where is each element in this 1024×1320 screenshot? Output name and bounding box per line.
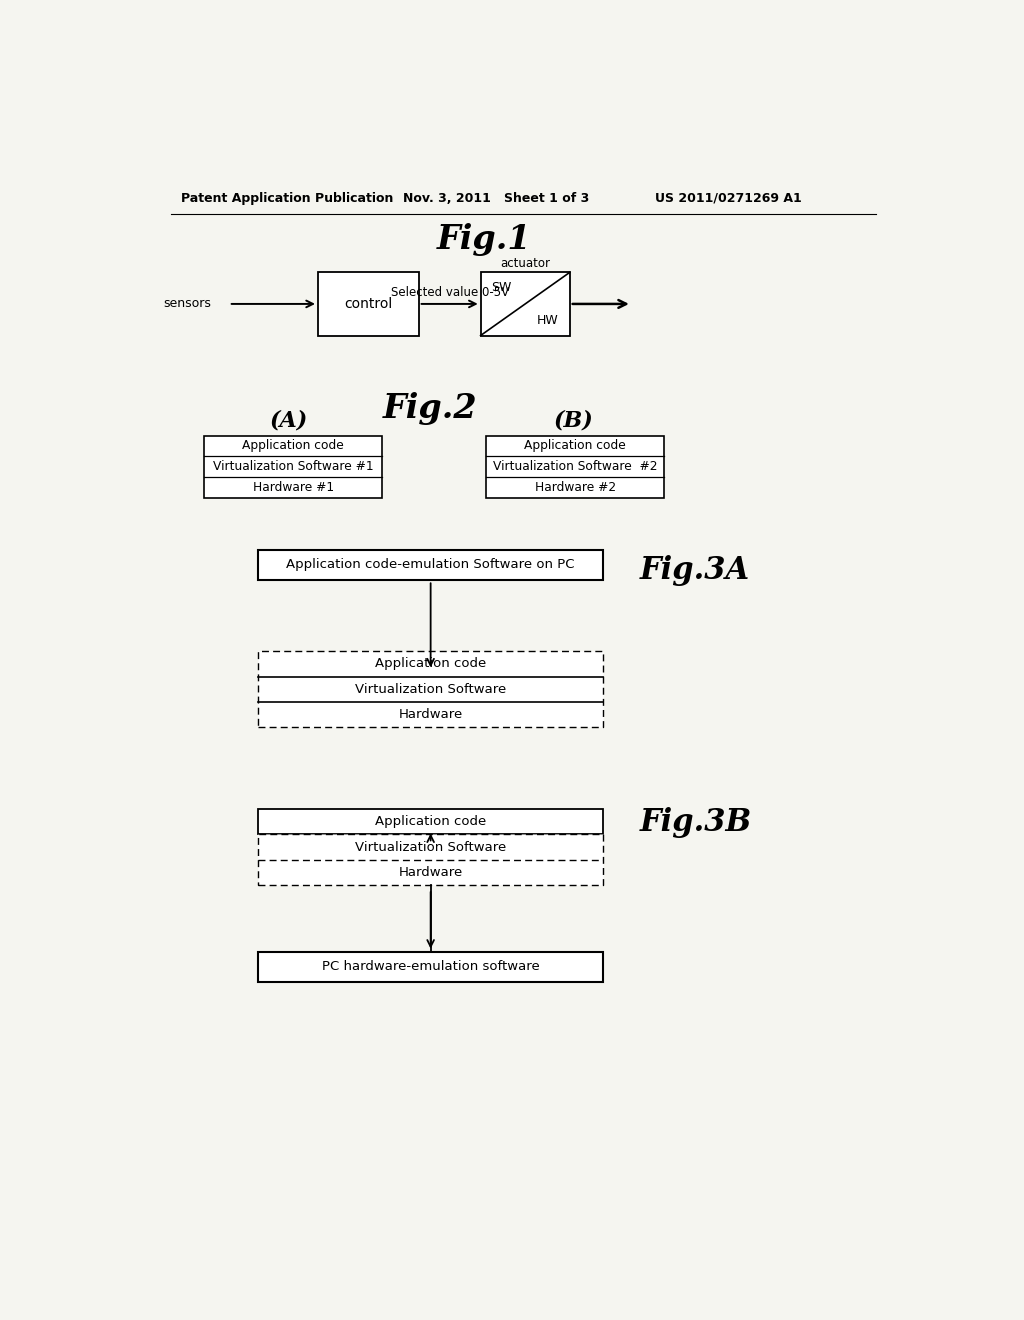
Text: Application code: Application code [375,657,486,671]
Bar [480,272,569,335]
Text: Fig.3B: Fig.3B [640,807,752,838]
Bar [317,272,419,335]
Text: Virtualization Software #1: Virtualization Software #1 [213,461,374,474]
Bar [258,809,603,834]
Text: Fig.3A: Fig.3A [640,554,750,586]
Text: HW: HW [538,314,559,326]
Text: Application code: Application code [524,440,626,453]
Bar [258,651,603,727]
Bar [258,549,603,581]
Text: Application code: Application code [243,440,344,453]
Text: SW: SW [492,281,512,294]
Text: actuator: actuator [500,257,550,271]
Text: (B): (B) [554,409,594,432]
Bar [258,834,603,886]
Text: Nov. 3, 2011   Sheet 1 of 3: Nov. 3, 2011 Sheet 1 of 3 [403,191,590,205]
Text: Hardware: Hardware [398,709,463,721]
Text: Fig.2: Fig.2 [383,392,477,425]
Text: Fig.1: Fig.1 [437,223,531,256]
Text: sensors: sensors [163,297,211,310]
Text: (A): (A) [270,409,308,432]
Text: Hardware #2: Hardware #2 [535,480,615,494]
Text: Hardware #1: Hardware #1 [253,480,334,494]
Bar [258,952,603,982]
Bar [204,436,382,498]
Bar [486,436,665,498]
Text: Application code-emulation Software on PC: Application code-emulation Software on P… [287,558,574,572]
Text: Hardware: Hardware [398,866,463,879]
Text: PC hardware-emulation software: PC hardware-emulation software [322,961,540,973]
Text: Virtualization Software  #2: Virtualization Software #2 [493,461,657,474]
Text: Selected value 0-5V: Selected value 0-5V [390,286,509,300]
Text: Application code: Application code [375,816,486,828]
Text: Virtualization Software: Virtualization Software [355,682,506,696]
Text: Patent Application Publication: Patent Application Publication [180,191,393,205]
Text: control: control [344,297,392,312]
Text: Virtualization Software: Virtualization Software [355,841,506,854]
Text: US 2011/0271269 A1: US 2011/0271269 A1 [655,191,802,205]
